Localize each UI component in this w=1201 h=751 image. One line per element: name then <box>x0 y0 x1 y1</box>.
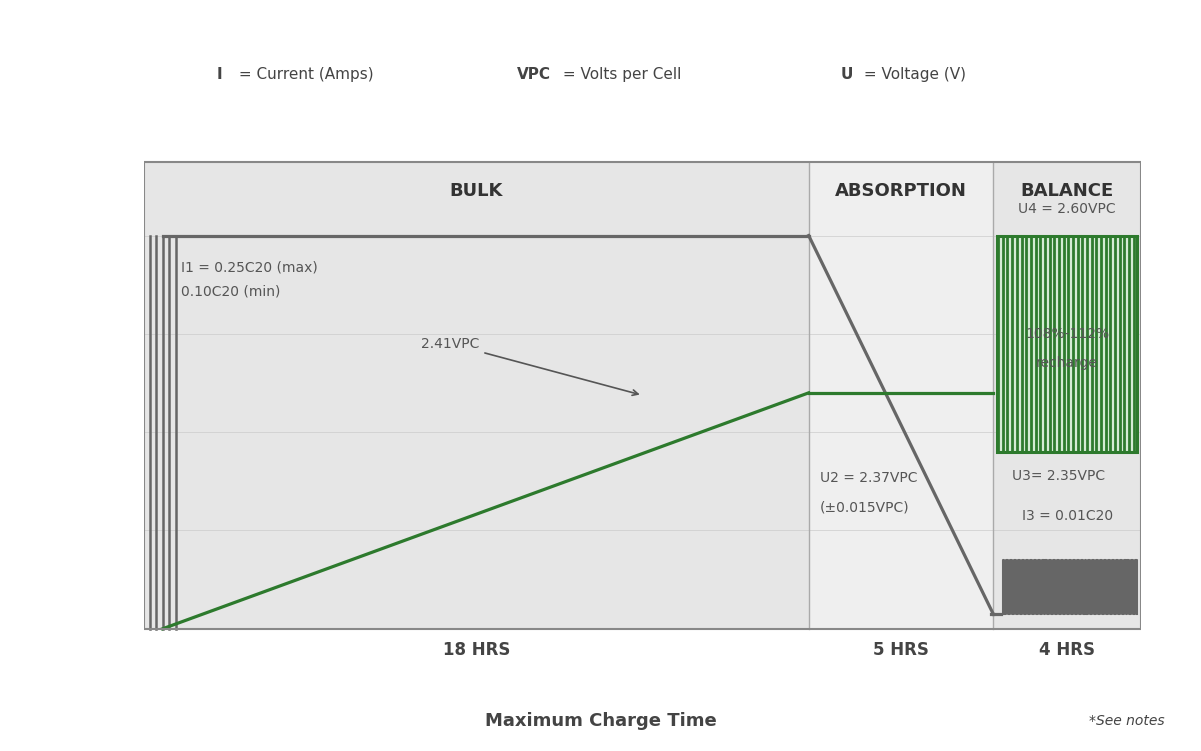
Text: ABSORPTION: ABSORPTION <box>835 182 967 201</box>
Text: U2 = 2.37VPC: U2 = 2.37VPC <box>820 472 918 485</box>
Text: 4 HRS: 4 HRS <box>1039 641 1095 659</box>
Text: I: I <box>216 67 222 82</box>
Text: = Volts per Cell: = Volts per Cell <box>558 67 682 82</box>
Text: I1 = 0.25C20 (max): I1 = 0.25C20 (max) <box>181 260 318 274</box>
Text: Maximum Charge Time: Maximum Charge Time <box>485 712 716 730</box>
Text: BULK: BULK <box>449 182 503 201</box>
Bar <box>808 161 993 629</box>
Text: recharge: recharge <box>1036 356 1098 370</box>
Text: U4 = 2.60VPC: U4 = 2.60VPC <box>1018 201 1116 216</box>
Text: VPC: VPC <box>516 67 550 82</box>
Bar <box>993 161 1141 629</box>
Text: BALANCE: BALANCE <box>1021 182 1113 201</box>
Bar <box>997 236 1137 452</box>
Bar <box>997 236 1137 452</box>
Text: 2.41VPC: 2.41VPC <box>422 336 638 395</box>
Text: 0.10C20 (min): 0.10C20 (min) <box>181 285 280 299</box>
Text: 18 HRS: 18 HRS <box>443 641 510 659</box>
Text: I3 = 0.01C20: I3 = 0.01C20 <box>1022 508 1112 523</box>
Text: U3= 2.35VPC: U3= 2.35VPC <box>1011 469 1105 483</box>
Text: = Current (Amps): = Current (Amps) <box>234 67 374 82</box>
Bar <box>144 161 808 629</box>
Text: 5 HRS: 5 HRS <box>873 641 928 659</box>
Text: 108%-112%: 108%-112% <box>1024 327 1110 341</box>
Bar <box>144 161 1141 629</box>
Text: = Voltage (V): = Voltage (V) <box>859 67 966 82</box>
Text: *See notes: *See notes <box>1089 714 1165 728</box>
Text: U: U <box>841 67 853 82</box>
Text: (±0.015VPC): (±0.015VPC) <box>820 501 909 515</box>
